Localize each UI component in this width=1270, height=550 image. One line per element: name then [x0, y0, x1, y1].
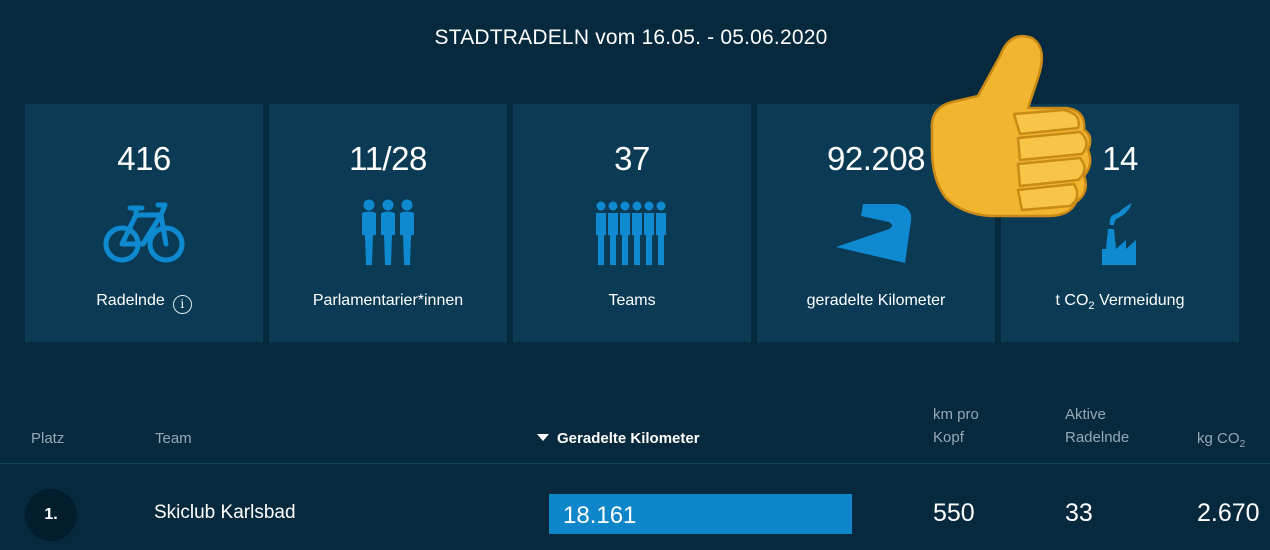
stat-label-radelnde: Radelnde i: [25, 292, 263, 314]
table-header: Platz Team Geradelte Kilometer km pro Ko…: [0, 395, 1270, 464]
sort-descending-icon: [537, 434, 549, 441]
thumbs-up-icon: [928, 30, 1098, 230]
road-icon: [833, 199, 919, 272]
column-header-active[interactable]: Aktive Radelnde: [1065, 406, 1130, 446]
km-bar-track: 18.161: [549, 494, 852, 534]
stat-value-kilometer: 92.208: [827, 140, 925, 177]
column-header-km[interactable]: Geradelte Kilometer: [537, 427, 700, 450]
stat-card-parlamentarier: 11/28 Parlamentarier*innen: [269, 104, 507, 342]
column-header-km-per-head[interactable]: km pro Kopf: [933, 406, 979, 446]
stat-card-radelnde: 416 Radelnde i: [25, 104, 263, 342]
km-bar: [549, 494, 852, 534]
factory-icon: [1098, 199, 1142, 272]
people-group-icon: [360, 199, 416, 272]
stat-value-radelnde: 416: [117, 140, 171, 177]
stat-card-teams: 37 Teams: [513, 104, 751, 342]
km-value: 18.161: [563, 502, 637, 529]
rank-badge: 1.: [25, 489, 77, 541]
stat-label-teams: Teams: [608, 292, 656, 309]
stat-value-co2: 14: [1102, 140, 1138, 177]
column-header-team[interactable]: Team: [155, 430, 192, 447]
stat-label-co2: t CO2 Vermeidung: [1055, 292, 1185, 313]
co2-value: 2.670: [1197, 499, 1260, 527]
crowd-icon: [593, 199, 671, 272]
stat-label-parlamentarier: Parlamentarier*innen: [312, 292, 464, 309]
page-title: STADTRADELN vom 16.05. - 05.06.2020: [434, 26, 828, 49]
stat-value-teams: 37: [614, 140, 650, 177]
active-riders-value: 33: [1065, 499, 1093, 527]
column-header-co2[interactable]: kg CO2: [1197, 430, 1246, 450]
info-icon[interactable]: i: [172, 295, 192, 314]
stat-value-parlamentarier: 11/28: [349, 140, 427, 177]
table-row[interactable]: 1. Skiclub Karlsbad 18.161 550 33 2.670: [0, 464, 1270, 550]
stat-label-kilometer: geradelte Kilometer: [806, 292, 946, 309]
km-per-head-value: 550: [933, 499, 975, 527]
column-header-rank[interactable]: Platz: [31, 430, 65, 447]
team-name[interactable]: Skiclub Karlsbad: [154, 502, 296, 523]
bicycle-icon: [103, 199, 185, 272]
